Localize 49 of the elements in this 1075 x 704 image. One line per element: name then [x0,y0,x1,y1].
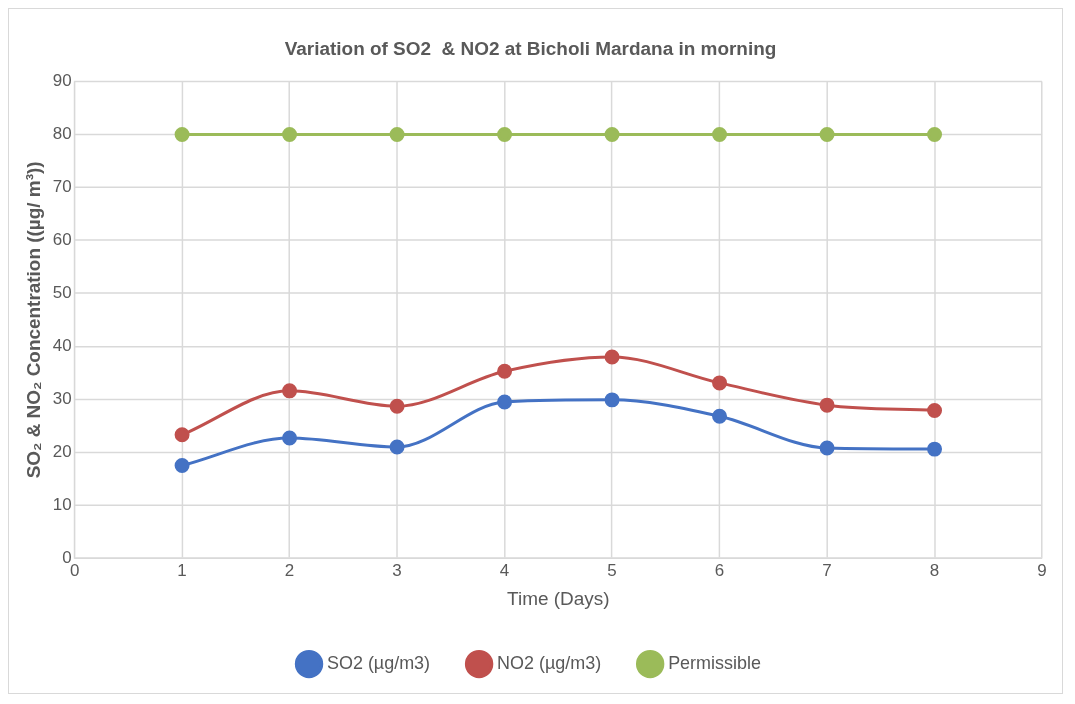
point [389,127,405,143]
x-tick-label: 8 [929,561,940,581]
point [389,439,405,455]
point [282,383,298,399]
point [497,394,513,410]
point [712,127,728,143]
y-tick-label: 90 [52,71,72,91]
point [819,127,835,143]
point [174,427,190,443]
point [604,127,620,143]
point [712,375,728,391]
point [927,441,943,457]
point [927,402,943,418]
y-tick-label: 10 [52,494,72,514]
y-tick-label: 40 [52,336,72,356]
point [604,349,620,365]
legend-label: SO2 (µg/m3) [326,653,431,674]
point [174,458,190,473]
point [497,127,513,143]
x-tick-label: 1 [177,561,187,581]
y-tick-label: 70 [52,177,72,197]
point [389,398,405,414]
y-tick-label: 80 [52,124,72,144]
legend-label: Permissible [668,653,761,674]
point [712,408,728,424]
x-tick-label: 5 [607,561,617,581]
y-tick-label: 60 [52,230,72,250]
x-tick-label: 7 [822,561,832,581]
y-tick-label: 30 [52,389,72,408]
x-tick-label: 6 [714,561,725,581]
point [819,440,835,456]
x-tick-label: 4 [499,561,510,581]
x-axis-title: Time (Days) [507,588,610,610]
y-axis-title: SO₂ & NO₂ Concentration ((µg/ m³)) [22,161,44,479]
point [927,127,943,143]
chart-title: Variation of SO2 & NO2 at Bicholi Mardana in morning [284,38,777,60]
point [604,392,620,408]
x-tick-label: 9 [1037,561,1047,581]
point [819,397,835,413]
legend-label: NO2 (µg/m3) [497,653,602,674]
y-tick-label: 0 [62,547,72,567]
x-tick-label: 3 [392,561,402,581]
point [174,127,190,143]
x-tick-label: 2 [284,561,295,581]
y-tick-label: 20 [52,441,72,461]
point [497,363,513,379]
y-tick-label: 50 [52,283,72,303]
point [282,430,298,446]
point [282,127,298,143]
